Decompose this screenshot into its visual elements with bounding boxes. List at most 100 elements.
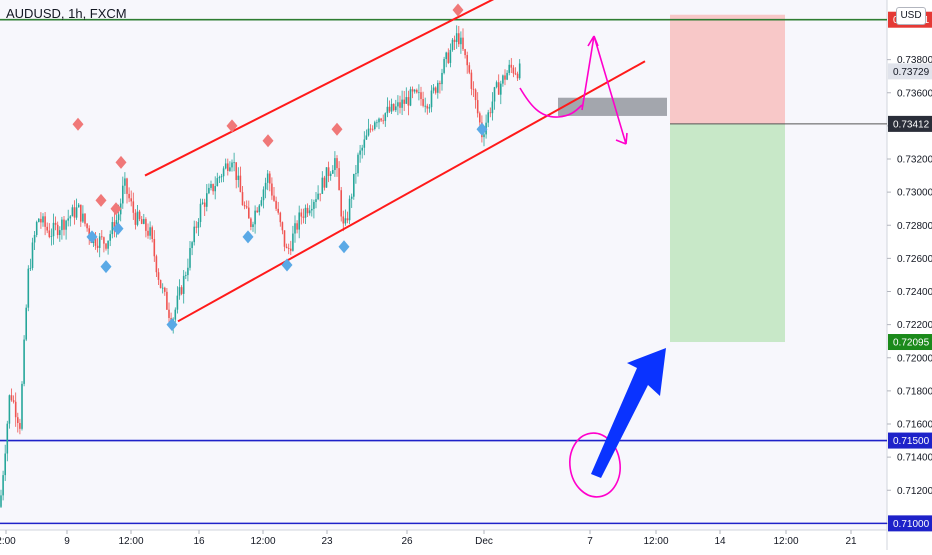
entry-zone-box [558,97,667,116]
candle-body [342,216,345,224]
price-tag-label: 0.71000 [893,519,930,530]
candle-body [67,218,69,221]
candle-body [518,63,521,79]
candle-body [420,92,422,100]
candle-body [35,221,38,235]
candle-body [218,177,221,179]
candle-body [71,207,74,217]
candle-body [336,158,338,169]
candle-body [214,186,216,192]
candle-body [266,173,269,183]
candle-body [304,207,307,218]
candle-body [38,218,40,222]
swing-low-marker [166,318,178,332]
candle-body [390,103,393,112]
candle-body [359,150,361,155]
candle-body [73,207,76,218]
candle-body [447,52,450,63]
candle-body [449,49,452,63]
candle-body [216,178,219,187]
candle-body [445,52,447,60]
symbol-title: AUDUSD, 1h, FXCM [6,6,127,21]
candle-body [439,82,441,85]
candle-body [302,216,305,218]
candle-body [346,218,349,221]
price-tag [888,63,932,80]
price-tick-label: 0.71600 [897,420,932,431]
candle-body [69,216,72,219]
candle-body [199,203,202,222]
candle-body [126,178,128,194]
candle-body [508,64,510,73]
time-tick-label: 12:00 [643,536,668,547]
candle-body [143,219,145,224]
candle-body [222,168,225,177]
candle-body [470,72,473,89]
candle-body [61,219,63,231]
candle-body [308,210,311,214]
candle-body [63,219,65,230]
candle-body [516,73,519,79]
candle-body [262,189,265,201]
candle-body [12,400,15,402]
candle-body [350,196,353,199]
candle-body [371,128,374,130]
candle-body [458,33,460,45]
candle-body [455,33,458,42]
candle-body [317,193,319,200]
candle-body [130,198,132,202]
candle-body [464,49,466,56]
highlight-circle [569,432,621,498]
candle-body [443,59,445,73]
candle-body [243,205,246,207]
position-zones [558,14,887,343]
candle-body [155,256,158,273]
candle-body [472,88,475,90]
candle-body [451,39,454,50]
candle-body [365,135,368,140]
candle-body [256,210,258,213]
candle-body [460,37,462,45]
candle-body [277,208,279,213]
price-tag [888,115,932,132]
candle-body [399,102,401,108]
trend-channel [144,0,646,323]
candle-body [80,204,82,222]
price-tag-label: 0.71500 [893,436,930,447]
candle-body [353,173,355,197]
candle-body [10,395,13,401]
candle-body [290,248,292,251]
candle-body [357,154,359,174]
candle-body [397,102,399,107]
candle-body [298,212,300,230]
candle-body [434,87,437,93]
swing-high-marker [262,134,274,148]
swing-low-marker [242,230,254,244]
candle-body [94,236,97,246]
candle-body [145,219,147,231]
candle-body [250,218,252,227]
candle-body [403,99,405,104]
price-tick-label: 0.72000 [897,353,932,364]
time-tick-label: 7 [587,536,593,547]
candle-body [281,222,284,231]
price-tick-label: 0.71800 [897,386,932,397]
candle-body [6,423,9,454]
price-tag-label: 0.73412 [893,119,930,130]
candle-body [269,173,271,184]
candle-body [237,175,240,180]
take-profit-zone [670,123,785,343]
candle-body [306,207,309,214]
swing-low-marker [338,240,350,254]
candle-body [75,207,78,218]
candle-body [88,228,90,238]
candle-body [426,105,429,109]
candle-body [392,103,395,111]
time-tick-label: 12:00 [773,536,798,547]
candle-body [405,97,408,104]
currency-selector[interactable]: USD [896,7,926,25]
channel-upper-line [144,0,495,177]
candle-body [50,236,53,237]
